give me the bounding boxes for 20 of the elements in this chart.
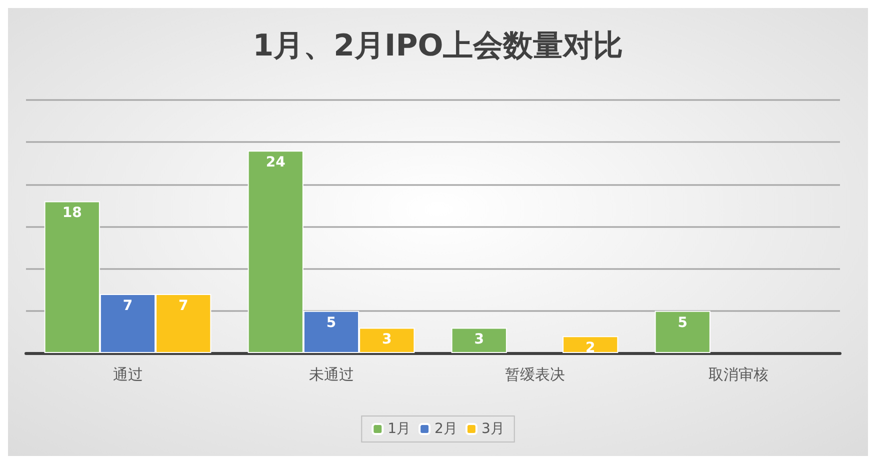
x-tick-label: 通过	[112, 366, 143, 384]
data-label: 3	[382, 332, 392, 348]
x-tick-label: 未通过	[308, 366, 354, 384]
bar	[451, 328, 507, 353]
data-label: 3	[474, 332, 484, 348]
data-label: 18	[62, 205, 82, 222]
data-label: 7	[122, 298, 133, 314]
chart-title: 1月、2月IPO上会数量对比	[252, 28, 624, 64]
x-tick-label: 取消审核	[708, 366, 768, 384]
bar	[654, 310, 710, 353]
data-label: 24	[266, 154, 286, 171]
bar	[562, 336, 618, 353]
legend-label: 1月	[388, 421, 411, 437]
data-label: 2	[586, 340, 596, 356]
data-label: 5	[678, 314, 688, 331]
data-label: 7	[178, 298, 188, 314]
x-tick-label: 暂缓表决	[504, 366, 565, 384]
legend-label: 3月	[481, 421, 504, 437]
data-label: 5	[326, 314, 336, 331]
legend-label: 2月	[434, 421, 458, 437]
